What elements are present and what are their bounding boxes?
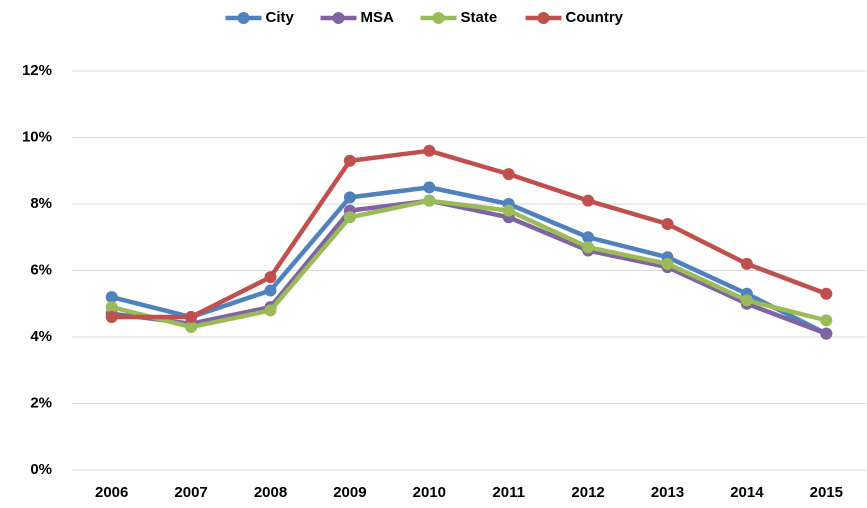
data-point — [661, 217, 674, 230]
x-tick-label: 2012 — [571, 484, 604, 501]
legend-marker — [537, 12, 550, 24]
x-tick-label: 2011 — [492, 484, 525, 501]
data-point — [820, 287, 833, 300]
data-point — [502, 168, 515, 181]
data-point — [661, 257, 674, 270]
legend-label: State — [461, 9, 498, 26]
data-point — [264, 284, 277, 297]
data-point — [264, 304, 277, 317]
series-line — [111, 198, 828, 336]
y-tick-label: 8% — [30, 195, 52, 212]
data-point — [582, 194, 595, 207]
data-point — [423, 144, 436, 157]
data-point — [820, 327, 833, 340]
x-tick-label: 2008 — [254, 484, 287, 501]
legend-label: MSA — [361, 9, 395, 26]
series-line — [111, 185, 828, 336]
x-tick-label: 2007 — [174, 484, 207, 501]
data-point — [423, 194, 436, 207]
data-point — [740, 257, 753, 270]
data-point — [502, 204, 515, 217]
data-point — [423, 181, 436, 194]
x-tick-label: 2009 — [333, 484, 366, 501]
y-tick-label: 10% — [22, 128, 52, 145]
data-point — [264, 271, 277, 284]
y-tick-label: 4% — [30, 328, 52, 345]
legend-marker — [237, 12, 250, 24]
x-tick-label: 2014 — [730, 484, 764, 501]
y-tick-label: 12% — [22, 62, 52, 79]
data-point — [343, 154, 356, 167]
data-point — [185, 321, 198, 334]
data-point — [582, 231, 595, 244]
legend-marker — [332, 12, 345, 24]
legend-label: City — [266, 9, 295, 26]
x-tick-label: 2013 — [651, 484, 684, 501]
y-tick-label: 2% — [30, 394, 52, 411]
y-tick-label: 0% — [30, 461, 52, 478]
data-point — [105, 291, 118, 304]
data-point — [343, 211, 356, 224]
x-tick-label: 2006 — [95, 484, 128, 501]
data-point — [105, 311, 118, 324]
legend-label: Country — [566, 9, 624, 26]
data-point — [582, 241, 595, 254]
series-line — [111, 148, 828, 320]
data-point — [105, 301, 118, 314]
data-point — [185, 311, 198, 324]
data-point — [343, 191, 356, 204]
x-tick-label: 2015 — [810, 484, 843, 501]
data-point — [820, 314, 833, 327]
x-tick-label: 2010 — [413, 484, 446, 501]
series-line — [111, 198, 827, 330]
data-point — [740, 294, 753, 307]
y-tick-label: 6% — [30, 261, 52, 278]
legend-marker — [432, 12, 445, 24]
